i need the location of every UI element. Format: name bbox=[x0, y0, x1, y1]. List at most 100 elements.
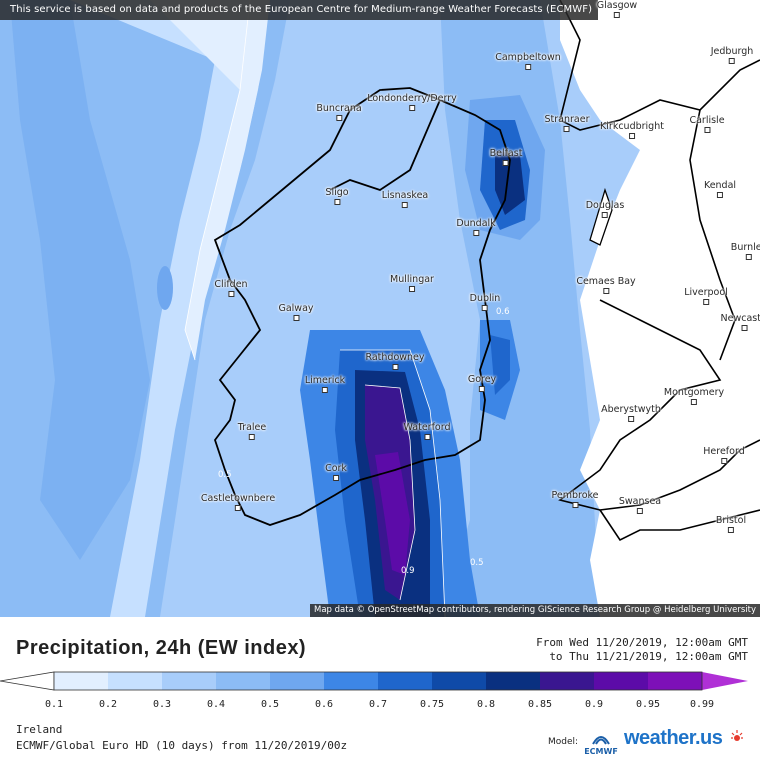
city-label[interactable]: Cemaes Bay bbox=[576, 276, 636, 294]
city-label[interactable]: Cork bbox=[325, 463, 347, 481]
city-label[interactable]: Limerick bbox=[305, 375, 345, 393]
legend-footer: Precipitation, 24h (EW index) From Wed 1… bbox=[0, 617, 760, 760]
colorbar-segment bbox=[108, 672, 162, 690]
period-to: to Thu 11/21/2019, 12:00am GMT bbox=[549, 650, 748, 663]
border-ni bbox=[329, 99, 441, 191]
sun-icon bbox=[731, 730, 743, 741]
model-run-label: ECMWF/Global Euro HD (10 days) from 11/2… bbox=[16, 739, 348, 752]
colorbar-tick-label: 0.95 bbox=[635, 699, 661, 710]
colorbar-tick-label: 0.1 bbox=[44, 699, 64, 710]
city-label[interactable]: Glasgow bbox=[597, 0, 637, 18]
city-label[interactable]: Dublin bbox=[470, 293, 500, 311]
colorbar-tick-label: 0.7 bbox=[368, 699, 388, 710]
land-britain bbox=[560, 0, 760, 617]
city-label[interactable]: Newcastle bbox=[721, 313, 760, 331]
city-label[interactable]: Londonderry/Derry bbox=[367, 93, 457, 111]
city-label[interactable]: Swansea bbox=[619, 496, 661, 514]
colorbar-segment bbox=[486, 672, 540, 690]
colorbar-arrow-left bbox=[0, 671, 55, 691]
colorbar-segment bbox=[324, 672, 378, 690]
contour-line bbox=[184, 0, 251, 361]
coastline-nw-england bbox=[689, 109, 736, 361]
city-label[interactable]: Belfast bbox=[490, 148, 522, 166]
city-label[interactable]: Montgomery bbox=[664, 387, 724, 405]
city-label[interactable]: Waterford bbox=[403, 422, 451, 440]
chart-title: Precipitation, 24h (EW index) bbox=[16, 637, 307, 659]
city-label[interactable]: Stranraer bbox=[545, 114, 589, 132]
colorbar-tick-label: 0.6 bbox=[314, 699, 334, 710]
colorbar-tick-label: 0.99 bbox=[689, 699, 715, 710]
city-label[interactable]: Douglas bbox=[586, 200, 624, 218]
coastline-ireland bbox=[213, 87, 511, 526]
precipitation-map[interactable] bbox=[0, 0, 760, 617]
city-label[interactable]: Mullingar bbox=[390, 274, 434, 292]
city-label[interactable]: Jedburgh bbox=[711, 46, 753, 64]
colorbar-tick-label: 0.8 bbox=[476, 699, 496, 710]
coastline-wales bbox=[558, 299, 760, 511]
city-label[interactable]: Burnley bbox=[731, 242, 760, 260]
city-label[interactable]: Clifden bbox=[214, 279, 248, 297]
city-label[interactable]: Hereford bbox=[703, 446, 745, 464]
coastline-scotland bbox=[559, 0, 760, 131]
contour-line bbox=[364, 384, 416, 601]
ecmwf-logo-icon bbox=[592, 736, 610, 745]
colorbar-segment bbox=[270, 672, 324, 690]
city-label[interactable]: Kirkcudbright bbox=[600, 121, 664, 139]
city-label[interactable]: Sligo bbox=[325, 187, 349, 205]
colorbar-tick-label: 0.4 bbox=[206, 699, 226, 710]
brand-logo[interactable]: weather.us bbox=[624, 727, 723, 749]
map-panel[interactable]: This service is based on data and produc… bbox=[0, 0, 760, 617]
map-attribution[interactable]: Map data © OpenStreetMap contributors, r… bbox=[310, 604, 760, 617]
colorbar bbox=[0, 671, 748, 691]
colorbar-segment bbox=[162, 672, 216, 690]
city-label[interactable]: Carlisle bbox=[689, 115, 725, 133]
precip-streak-west bbox=[10, 0, 150, 560]
colorbar-frame bbox=[53, 671, 703, 691]
colorbar-tick-label: 0.85 bbox=[527, 699, 553, 710]
city-label[interactable]: Bristol bbox=[716, 515, 746, 533]
city-label[interactable]: Lisnaskea bbox=[382, 190, 428, 208]
contour-label: 0.9 bbox=[401, 566, 415, 576]
contour-label: 0.5 bbox=[218, 470, 232, 480]
city-label[interactable]: Aberystwyth bbox=[601, 404, 661, 422]
ecmwf-logo-text: ECMWF bbox=[584, 747, 618, 756]
city-label[interactable]: Tralee bbox=[238, 422, 266, 440]
contour-label: 0.5 bbox=[470, 558, 484, 568]
region-label: Ireland bbox=[16, 723, 63, 736]
colorbar-segment bbox=[540, 672, 594, 690]
colorbar-segment bbox=[648, 672, 702, 690]
city-label[interactable]: Campbeltown bbox=[495, 52, 561, 70]
city-label[interactable]: Galway bbox=[278, 303, 314, 321]
colorbar-segment bbox=[378, 672, 432, 690]
precip-belfast-max bbox=[495, 150, 525, 215]
city-label[interactable]: Castletownbere bbox=[201, 493, 275, 511]
colorbar-tick-label: 0.5 bbox=[260, 699, 280, 710]
precip-band-light bbox=[70, 0, 270, 617]
ecmwf-logo[interactable]: ECMWF bbox=[583, 730, 619, 756]
city-label[interactable]: Buncrana bbox=[316, 103, 362, 121]
city-label[interactable]: Pembroke bbox=[551, 490, 599, 508]
model-label: Model: bbox=[548, 737, 579, 747]
precip-spot bbox=[157, 266, 173, 310]
ecmwf-banner: This service is based on data and produc… bbox=[0, 0, 598, 20]
colorbar-tick-label: 0.3 bbox=[152, 699, 172, 710]
period-from: From Wed 11/20/2019, 12:00am GMT bbox=[536, 636, 748, 649]
precip-south-max bbox=[375, 452, 410, 575]
colorbar-tick-label: 0.2 bbox=[98, 699, 118, 710]
city-label[interactable]: Liverpool bbox=[684, 287, 728, 305]
colorbar-segment bbox=[432, 672, 486, 690]
city-label[interactable]: Kendal bbox=[704, 180, 736, 198]
colorbar-segment bbox=[54, 672, 108, 690]
colorbar-segment bbox=[594, 672, 648, 690]
colorbar-tick-label: 0.75 bbox=[419, 699, 445, 710]
colorbar-segment bbox=[216, 672, 270, 690]
precip-gorey-max bbox=[490, 335, 510, 395]
coastline-bristol-channel bbox=[599, 509, 760, 542]
isle-of-man bbox=[589, 187, 613, 246]
city-label[interactable]: Dundalk bbox=[456, 218, 496, 236]
city-label[interactable]: Gorey bbox=[468, 374, 496, 392]
city-label[interactable]: Rathdowney bbox=[365, 352, 425, 370]
colorbar-arrow-right bbox=[702, 672, 748, 690]
contour-label: 0.6 bbox=[496, 307, 510, 317]
contour-line bbox=[340, 349, 446, 617]
